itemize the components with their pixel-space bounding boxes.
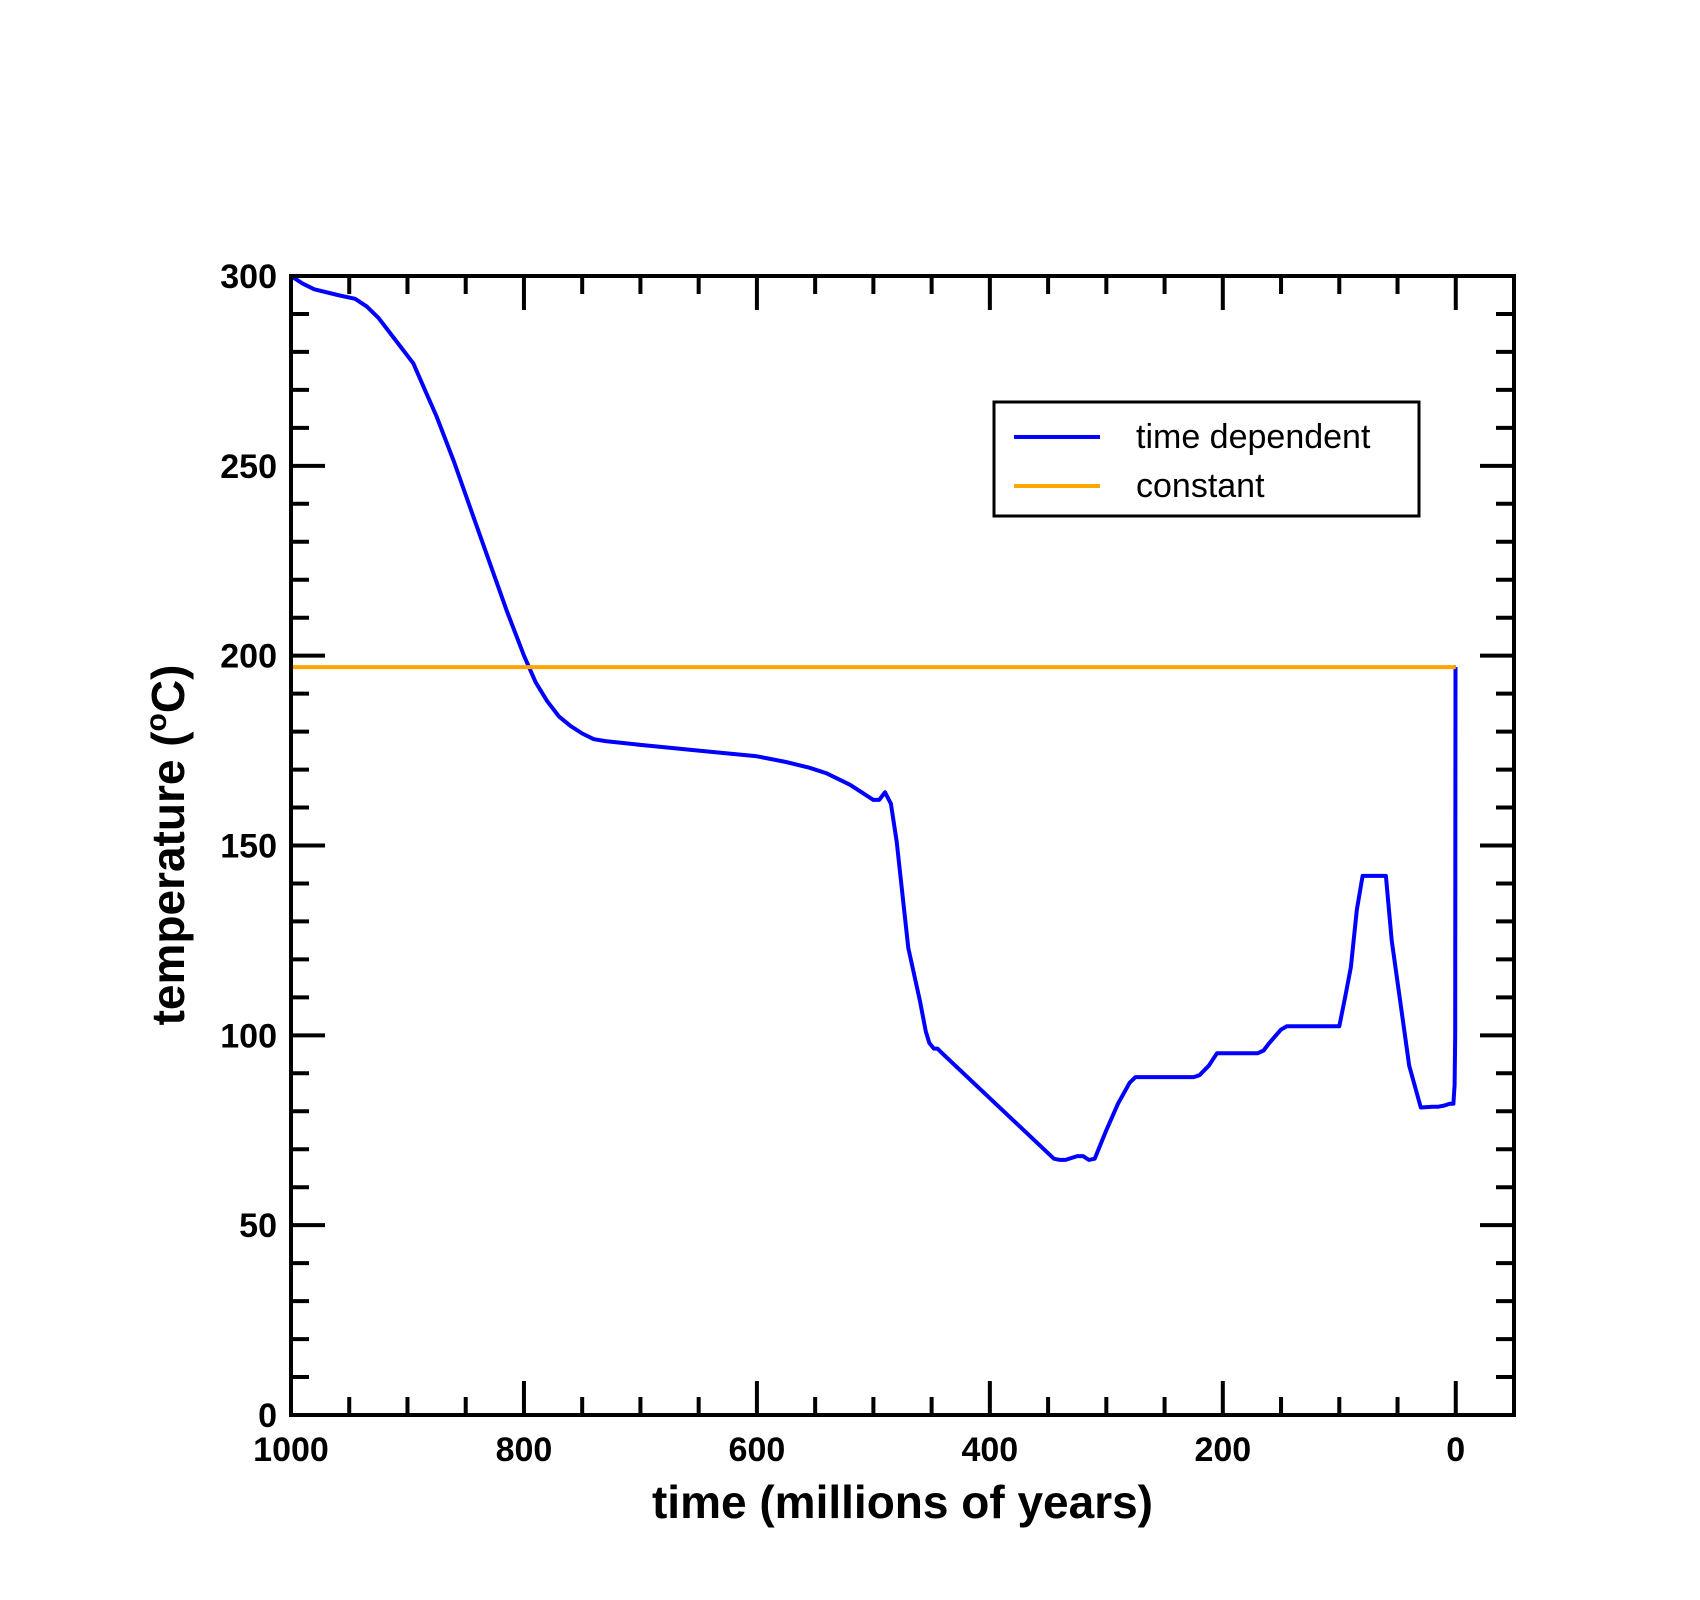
svg-text:temperature (oC): temperature (oC): [140, 665, 194, 1026]
legend-label-time-dependent: time dependent: [1136, 418, 1371, 456]
x-axis-title: time (millions of years): [652, 1476, 1153, 1528]
x-tick-label: 400: [961, 1431, 1018, 1469]
plot-frame: [289, 274, 1516, 1417]
series-line-time-dependent: [291, 276, 1458, 1162]
plot-area: [291, 276, 1458, 1162]
legend-box: [992, 400, 1421, 518]
y-tick-label: 250: [220, 448, 277, 486]
x-tick-label: 200: [1194, 1431, 1251, 1469]
y-tick-label: 300: [220, 258, 277, 296]
y-tick-label: 200: [220, 638, 277, 676]
legend-label-constant: constant: [1136, 467, 1265, 505]
x-tick-label: 0: [1446, 1431, 1465, 1469]
y-tick-label: 50: [239, 1207, 277, 1245]
x-tick-label: 600: [729, 1431, 786, 1469]
y-tick-label: 0: [258, 1397, 277, 1435]
x-tick-label: 1000: [253, 1431, 329, 1469]
y-axis-title-degree: o: [140, 713, 173, 731]
y-axis-title: temperature (oC): [140, 665, 194, 1026]
ticks-layer: [289, 274, 1516, 1417]
tick-labels-layer: 1000 800 600 400 200 0 0 50 100 150 200 250 300: [220, 258, 1465, 1469]
legend: time dependent constant: [992, 400, 1421, 518]
y-axis-title-text: temperature (: [142, 731, 194, 1026]
y-tick-label: 150: [220, 828, 277, 866]
x-tick-label: 800: [496, 1431, 553, 1469]
y-axis-title-unit: C): [142, 665, 194, 714]
series-layer: [291, 276, 1458, 1162]
y-tick-label: 100: [220, 1017, 277, 1055]
